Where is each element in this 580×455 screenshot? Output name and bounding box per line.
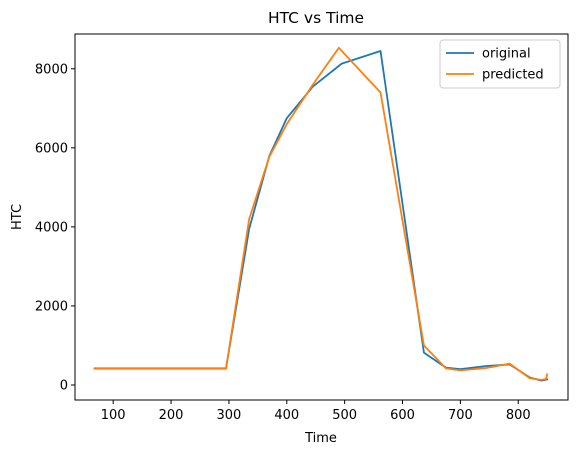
x-tick-label: 300: [217, 408, 242, 423]
x-tick-label: 500: [332, 408, 357, 423]
series-line-predicted: [93, 46, 549, 381]
legend-label-predicted: predicted: [482, 68, 544, 83]
x-tick-label: 400: [274, 408, 299, 423]
legend-label-original: original: [482, 47, 531, 62]
x-tick-label: 200: [159, 408, 184, 423]
y-axis-title: HTC: [10, 204, 25, 230]
y-tick-label: 8000: [35, 62, 68, 77]
x-axis-title: Time: [304, 431, 337, 446]
chart-title: HTC vs Time: [268, 9, 364, 27]
x-tick-label: 800: [506, 408, 531, 423]
series-line-original: [93, 50, 549, 382]
legend-box: [439, 39, 561, 89]
y-tick-label: 4000: [35, 220, 68, 235]
y-tick-label: 0: [60, 378, 68, 393]
x-tick-label: 700: [448, 408, 473, 423]
y-tick-label: 2000: [35, 299, 68, 314]
y-axis: 0 2000 4000 6000 8000: [35, 62, 75, 393]
x-axis: 100 200 300 400 500 600 700 800: [101, 400, 531, 423]
y-tick-label: 6000: [35, 141, 68, 156]
x-tick-label: 100: [101, 408, 126, 423]
plot-area: [93, 46, 549, 382]
legend: original predicted: [439, 39, 561, 89]
x-tick-label: 600: [390, 408, 415, 423]
plot-frame: [74, 33, 569, 401]
